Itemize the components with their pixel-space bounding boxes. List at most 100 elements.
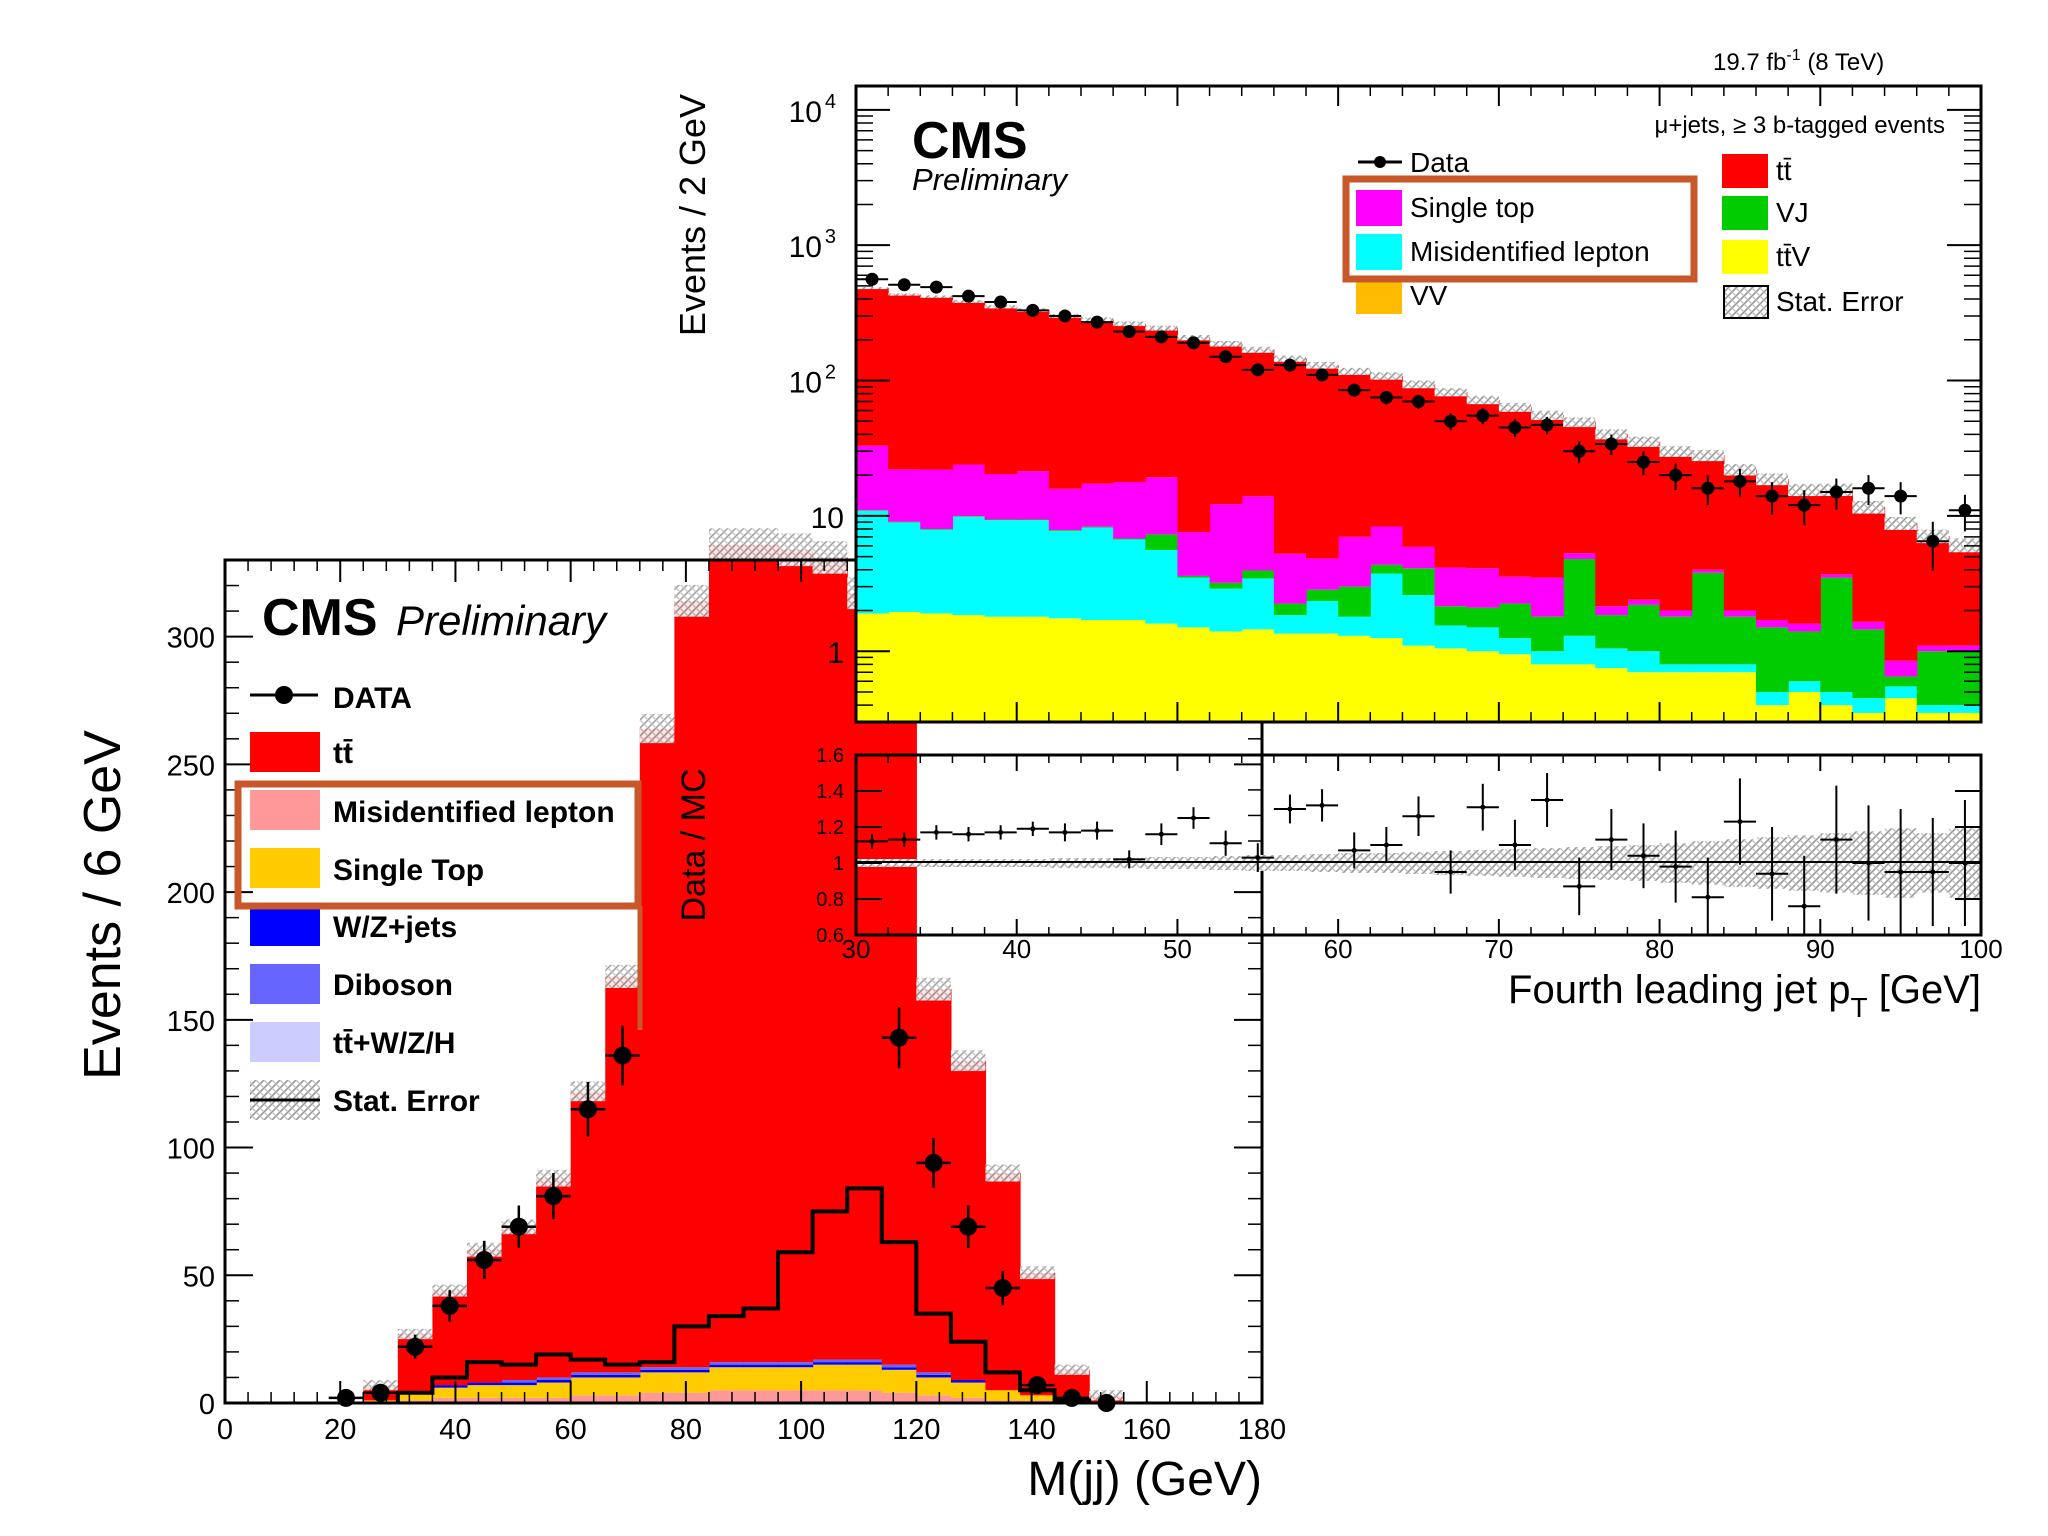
jet4pt-stat-error-box <box>888 293 921 296</box>
ratio-point <box>1480 804 1486 810</box>
jet4pt-bar <box>856 510 889 511</box>
ratio-x-tick-label: 50 <box>1163 934 1192 964</box>
mjj-bar <box>812 1390 848 1403</box>
mjj-bar <box>881 1392 917 1403</box>
jet4pt-data-point <box>1797 498 1811 512</box>
mjj-x-tick-label: 140 <box>1007 1414 1055 1446</box>
jet4pt-bar <box>1563 559 1596 636</box>
jet4pt-data-point <box>962 289 975 303</box>
mjj-data-point <box>475 1250 494 1269</box>
mjj-stat-error-box <box>1020 1266 1055 1280</box>
mjj-data-point <box>406 1337 425 1356</box>
mjj-data-point <box>371 1383 390 1402</box>
mjj-bar <box>743 1367 779 1391</box>
legend-label-diboson: Diboson <box>333 969 453 1002</box>
jet4pt-bar <box>1756 627 1789 692</box>
mjj-stat-error-box <box>950 1050 986 1072</box>
legend-swatch-ttwzh <box>250 1022 320 1062</box>
jet4pt-bar <box>1209 343 1243 505</box>
legend-label-vj: VJ <box>1776 197 1809 228</box>
jet4pt-bar <box>1177 575 1211 578</box>
ratio-point <box>1255 855 1261 861</box>
mjj-bar <box>881 1364 917 1368</box>
jet4pt-bar <box>1916 645 1950 652</box>
jet4pt-stat-error-box <box>1627 436 1660 447</box>
ratio-point <box>1641 853 1646 859</box>
jet4pt-stat-error-box <box>1788 484 1821 497</box>
mjj-stat-error-box <box>1054 1364 1090 1375</box>
mjj-x-tick-label: 180 <box>1238 1414 1286 1446</box>
jet4pt-bar <box>1531 651 1564 665</box>
mjj-bar <box>501 1226 537 1381</box>
mjj-bar <box>432 1397 468 1403</box>
jet4pt-bar <box>1402 546 1436 569</box>
mjj-bar <box>1020 1395 1056 1401</box>
jet4pt-data-point <box>1187 336 1200 350</box>
mjj-bar <box>536 1380 572 1383</box>
mjj-bar <box>916 1377 952 1396</box>
jet4pt-bar <box>952 516 986 517</box>
mjj-bar <box>708 1362 745 1365</box>
mjj-bar <box>674 1372 710 1393</box>
jet4pt-bar <box>1884 660 1918 677</box>
jet4pt-bar <box>888 522 921 612</box>
jet4pt-data-point <box>994 295 1008 309</box>
jet4pt-bar <box>1048 618 1082 722</box>
jet4pt-data-point <box>1540 418 1554 432</box>
jet4pt-bar <box>1113 481 1146 539</box>
jet4pt-data-point <box>1219 350 1233 364</box>
jet4pt-bar <box>1306 558 1339 590</box>
mjj-bar <box>881 1369 917 1393</box>
mjj-data-point <box>993 1279 1012 1298</box>
jet4pt-bar <box>1852 506 1886 622</box>
jet4pt-data-point <box>1733 474 1747 488</box>
mjj-y-tick-label: 0 <box>199 1389 215 1421</box>
jet4pt-bar <box>1884 523 1918 661</box>
jet4pt-bar <box>856 613 889 722</box>
jet4pt-bar <box>1852 712 1886 722</box>
jet4pt-bar <box>1531 577 1564 617</box>
jet4pt-bar <box>1466 399 1500 569</box>
mjj-x-tick-label: 40 <box>439 1414 471 1446</box>
jet4pt-bar <box>1531 664 1564 722</box>
ratio-x-tick-label: 80 <box>1645 934 1674 964</box>
mjj-bar <box>708 1364 745 1368</box>
mjj-bar <box>605 1377 641 1396</box>
jet4pt-bar <box>1016 310 1050 472</box>
mjj-bar <box>432 1385 468 1388</box>
jet4pt-bar <box>1595 434 1629 607</box>
mjj-bar <box>639 1369 675 1373</box>
jet4pt-data-point <box>1090 315 1104 329</box>
jet4pt-bar <box>1916 705 1950 713</box>
jet4pt-data-point <box>1926 534 1940 548</box>
jet4pt-data-point <box>929 280 943 294</box>
jet4pt-data-points <box>856 272 1981 571</box>
jet4pt-bar <box>1948 544 1982 646</box>
ratio-y-tick-label: 0.8 <box>816 889 844 911</box>
jet4pt-bar <box>952 516 986 616</box>
jet4pt-bar <box>1338 371 1371 537</box>
mjj-bar <box>950 1397 987 1403</box>
mjj-bar <box>881 1367 917 1370</box>
jet4pt-bar <box>1948 651 1982 706</box>
ratio-x-tick-label: 30 <box>842 934 871 964</box>
mjj-bar <box>674 600 710 1368</box>
jet4pt-bar <box>1370 638 1404 722</box>
mjj-bar <box>605 1374 641 1378</box>
legend-data-marker <box>1374 156 1386 168</box>
ratio-point <box>1448 869 1454 875</box>
mjj-stat-error-box <box>985 1164 1021 1182</box>
jet4pt-stat-error-box <box>1241 346 1274 353</box>
legend-swatch-diboson <box>250 964 320 1004</box>
ratio-x-tick-label: 40 <box>1002 934 1031 964</box>
legend-swatch-ttbar <box>1722 154 1768 188</box>
jet4pt-bar <box>1691 672 1725 722</box>
jet4pt-bar <box>856 287 889 446</box>
jet4pt-bar <box>1498 576 1532 604</box>
mjj-data-point <box>440 1296 459 1315</box>
jet4pt-stat-error-box <box>1563 417 1596 428</box>
jet4pt-bar <box>1820 691 1854 706</box>
mjj-bar <box>501 1385 537 1398</box>
mjj-y-tick-label: 300 <box>167 623 215 655</box>
